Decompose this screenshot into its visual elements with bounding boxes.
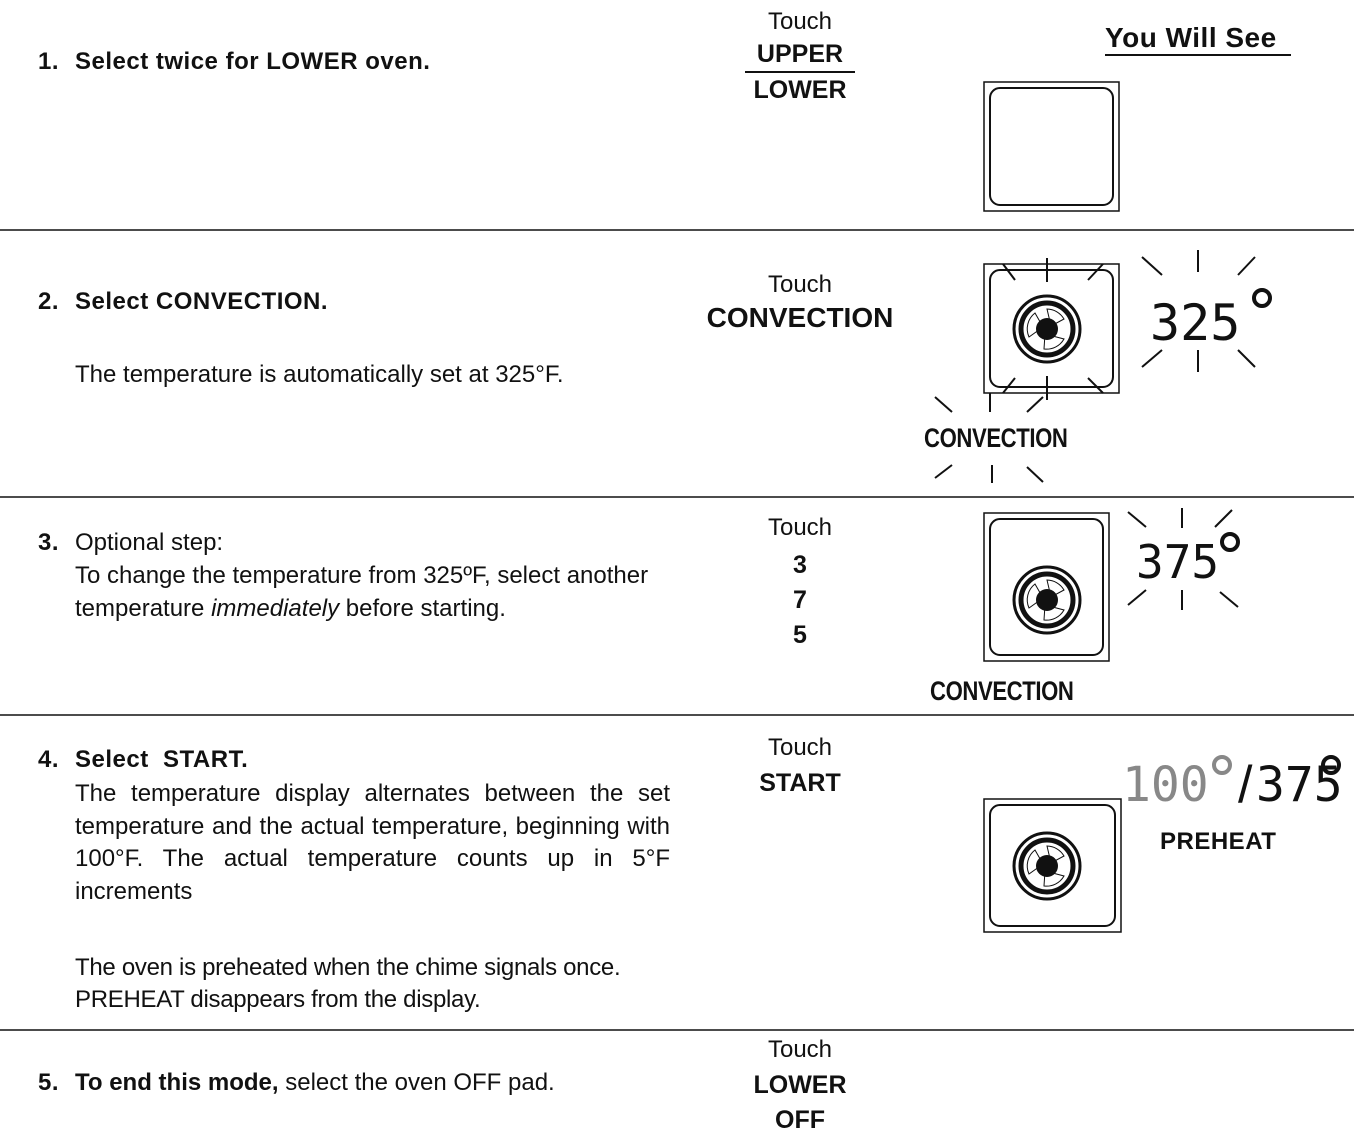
step-title: Select START.	[75, 746, 249, 773]
touch: Touch	[767, 8, 833, 35]
display-separator: /	[1238, 756, 1253, 814]
step-number: 2.	[38, 288, 60, 315]
step-title: To end this mode,	[75, 1069, 279, 1096]
key: LOWER	[753, 1071, 847, 1099]
step-number: 5.	[38, 1069, 60, 1096]
step-text: The temperature display alternates betwe…	[75, 780, 670, 905]
text: To change the temperature from 325ºF, se…	[75, 562, 649, 622]
display-box	[983, 755, 1341, 933]
touch: Touch	[767, 1036, 833, 1063]
step-text: To change the temperature from 325ºF, se…	[75, 559, 675, 625]
step-text: The oven is preheated when the chime sig…	[75, 954, 621, 1013]
display-mode: CONVECTION	[930, 676, 1074, 706]
display-set: 375	[1256, 757, 1343, 813]
separators	[0, 229, 1354, 1031]
display-box	[983, 81, 1120, 212]
text: select the oven OFF pad.	[285, 1069, 555, 1096]
display-mode: CONVECTION	[924, 423, 1068, 453]
display-temperature: 375	[1136, 535, 1220, 589]
key: LOWER	[753, 76, 847, 104]
display-temperature: 325	[1150, 294, 1241, 352]
step-number: 1.	[38, 48, 60, 75]
display-box	[934, 250, 1272, 483]
touch: Touch	[767, 514, 833, 541]
key: START	[759, 769, 841, 797]
text: before starting.	[345, 595, 506, 622]
touch: Touch	[767, 271, 833, 298]
touch: Touch	[767, 734, 833, 761]
key: 5	[793, 621, 807, 649]
key: UPPER	[756, 40, 844, 68]
key: 3	[793, 551, 807, 579]
emphasis: immediately	[211, 595, 340, 622]
step-title: Select twice for LOWER oven.	[75, 48, 431, 75]
step-number: 4.	[38, 746, 60, 773]
key: CONVECTION	[706, 302, 894, 333]
step-title: Select CONVECTION.	[75, 288, 329, 315]
step-text: To end this mode, select the oven OFF pa…	[75, 1067, 555, 1099]
key: 7	[793, 586, 807, 614]
step-text: The temperature is automatically set at …	[75, 361, 564, 388]
header: You Will See	[1105, 22, 1277, 53]
display-box	[983, 508, 1240, 662]
key: OFF	[775, 1106, 825, 1134]
step-number: 3.	[38, 529, 60, 556]
step-title: Optional step:	[75, 529, 224, 556]
display-actual: 100	[1122, 757, 1209, 813]
display-status: PREHEAT	[1160, 828, 1277, 855]
